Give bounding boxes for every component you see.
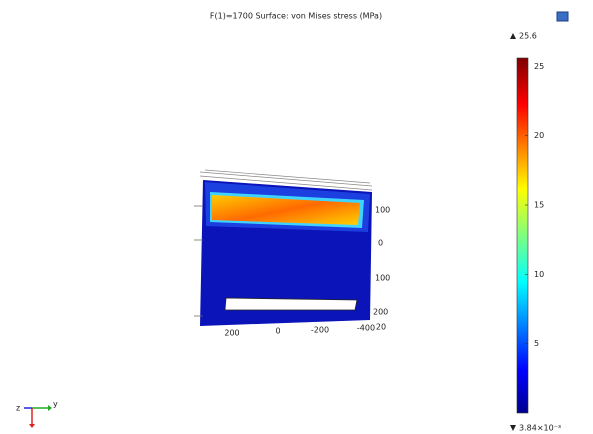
colorbar-min: 3.84×10⁻³: [519, 424, 561, 433]
axis-label: -200: [311, 326, 329, 335]
toolbar-icon[interactable]: [557, 12, 568, 21]
axis-label: 200: [224, 329, 239, 338]
axis-label: 0: [275, 327, 280, 336]
triad-z: z: [16, 404, 20, 413]
colorbar-tick-label: 25: [534, 62, 544, 71]
colorbar-tick-label: 5: [534, 339, 539, 348]
colorbar-tick-label: 20: [534, 131, 544, 140]
axis-label: 100: [375, 206, 390, 215]
colorbar-tick-label: 15: [534, 201, 544, 210]
axis-triad: z y: [16, 400, 58, 429]
axis-label: 0: [378, 239, 383, 248]
geometry: [194, 170, 372, 326]
axis-label: 100: [375, 274, 390, 283]
colorbar: [517, 58, 528, 413]
axis-label: -400: [357, 324, 375, 333]
colorbar-max: 25.6: [519, 32, 537, 41]
axis-label: 200: [373, 308, 388, 317]
plot-window: F(1)=1700 Surface: von Mises stress (MPa…: [0, 0, 593, 434]
min-arrow: [510, 425, 516, 431]
page: F(1)=1700 Surface: von Mises stress (MPa…: [0, 0, 593, 434]
max-arrow: [510, 33, 516, 39]
colorbar-tick-label: 10: [534, 270, 544, 279]
plot-title: F(1)=1700 Surface: von Mises stress (MPa…: [210, 12, 382, 21]
axis-label: 20: [376, 323, 386, 332]
triad-y: y: [53, 400, 58, 409]
